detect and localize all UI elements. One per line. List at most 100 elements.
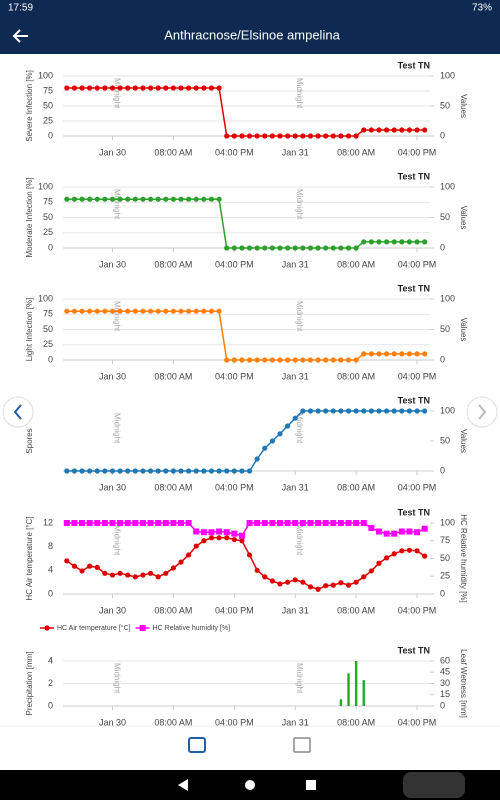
y2-tick-label: 100	[440, 70, 455, 80]
point	[208, 535, 215, 541]
x-tick-label: 04:00 PM	[398, 371, 437, 381]
point	[64, 468, 70, 474]
point	[330, 357, 336, 363]
y2-tick-label: 100	[440, 405, 455, 415]
point	[422, 351, 428, 357]
point	[383, 127, 390, 133]
point	[231, 357, 237, 363]
point	[170, 85, 177, 91]
calendar-tab[interactable]	[293, 737, 311, 753]
bar	[347, 673, 350, 706]
point	[224, 357, 230, 363]
annotation: Midnight	[295, 189, 304, 220]
point	[178, 468, 184, 474]
point	[201, 308, 207, 314]
point	[140, 196, 146, 202]
point	[361, 408, 367, 414]
point	[71, 85, 78, 91]
point	[323, 408, 329, 414]
point	[139, 520, 146, 526]
point	[345, 357, 352, 363]
point	[64, 308, 70, 314]
point	[201, 538, 207, 544]
point	[254, 357, 260, 363]
point	[300, 408, 306, 414]
point	[216, 468, 222, 474]
nav-rotate[interactable]	[403, 772, 465, 798]
point	[109, 520, 116, 526]
prev-button[interactable]	[2, 396, 34, 428]
point	[224, 245, 230, 251]
y-tick-label: 50	[43, 100, 53, 110]
point	[262, 357, 268, 363]
point	[383, 351, 390, 357]
point	[422, 553, 428, 559]
x-tick-label: 08:00 AM	[154, 371, 192, 381]
x-tick-label: 04:00 PM	[215, 717, 254, 727]
annotation: Midnight	[112, 663, 121, 694]
x-tick-label: Jan 31	[282, 259, 309, 269]
point	[155, 308, 161, 314]
y-tick-label: 25	[43, 227, 53, 237]
y-axis-title: Spores	[25, 428, 34, 453]
point	[353, 579, 359, 585]
point	[277, 520, 284, 526]
next-button[interactable]	[466, 396, 498, 428]
x-tick-label: 08:00 AM	[154, 259, 192, 269]
point	[201, 196, 207, 202]
y2-tick-label: 50	[440, 100, 450, 110]
point	[269, 520, 276, 526]
x-tick-label: Jan 30	[99, 147, 126, 157]
x-tick-label: Jan 31	[282, 147, 309, 157]
point	[147, 468, 154, 474]
point	[140, 308, 146, 314]
point	[307, 520, 314, 526]
point	[79, 568, 85, 574]
point	[414, 239, 420, 245]
point	[155, 574, 161, 580]
x-tick-label: Jan 30	[99, 259, 126, 269]
nav-back[interactable]	[178, 779, 188, 791]
point	[147, 308, 154, 314]
y-tick-label: 0	[48, 588, 53, 598]
point	[414, 529, 421, 536]
point	[254, 456, 260, 462]
point	[231, 468, 237, 474]
point	[193, 543, 199, 549]
timeline-tab[interactable]	[188, 737, 206, 753]
nav-recent[interactable]	[306, 780, 316, 790]
point	[368, 524, 375, 531]
point	[208, 529, 215, 536]
point	[338, 357, 344, 363]
nav-home[interactable]	[245, 780, 255, 790]
point	[147, 85, 154, 91]
point	[368, 239, 374, 245]
point	[353, 133, 359, 139]
back-arrow[interactable]	[12, 29, 28, 43]
point	[361, 127, 367, 133]
y-axis-title: HC Air temperature [°C]	[25, 516, 34, 600]
chart-subtitle: Test TN	[398, 283, 430, 293]
point	[102, 196, 108, 202]
point	[399, 351, 405, 357]
point	[299, 520, 306, 526]
point	[376, 127, 382, 133]
legend-label: HC Air temperature [°C]	[57, 624, 131, 632]
x-tick-label: Jan 31	[282, 482, 309, 492]
chart-subtitle: Test TN	[398, 395, 430, 405]
point	[186, 196, 192, 202]
point	[238, 532, 245, 539]
point	[186, 85, 192, 91]
y2-tick-label: 30	[440, 678, 450, 688]
point	[132, 468, 138, 474]
point	[64, 196, 70, 202]
point	[376, 560, 382, 566]
y-tick-label: 100	[38, 293, 53, 303]
x-tick-label: 08:00 AM	[154, 147, 192, 157]
x-tick-label: 08:00 AM	[337, 717, 375, 727]
point	[163, 196, 169, 202]
point	[71, 563, 78, 569]
y2-tick-label: 15	[440, 689, 450, 699]
point	[224, 133, 230, 139]
point	[391, 351, 397, 357]
